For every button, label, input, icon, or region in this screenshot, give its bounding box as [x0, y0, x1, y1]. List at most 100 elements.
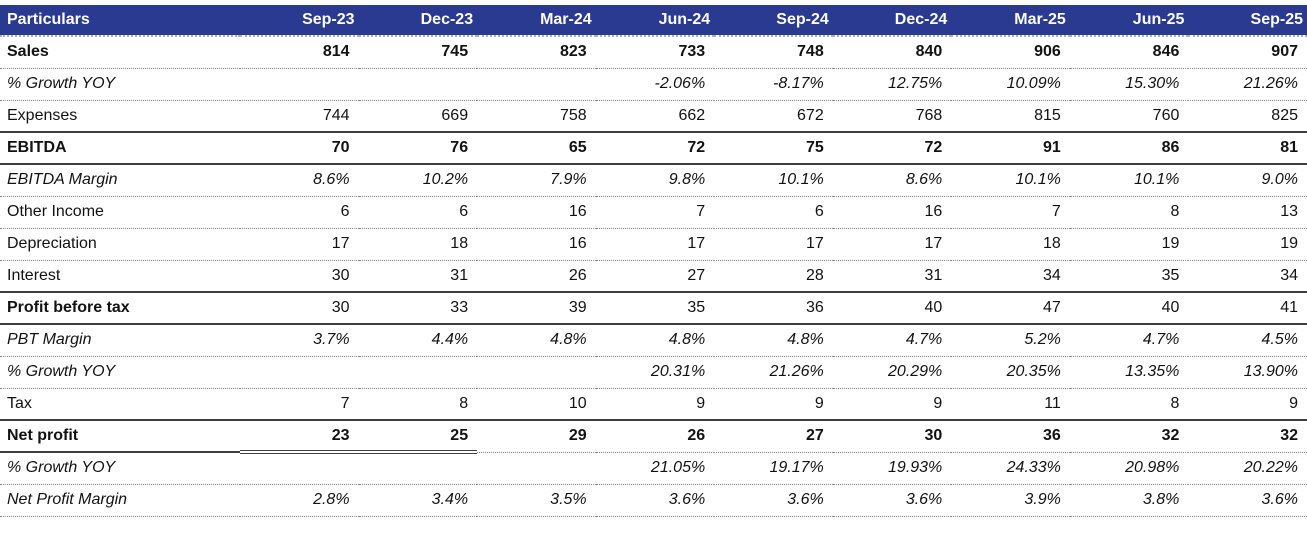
value-cell: 34 [1188, 260, 1307, 293]
value-cell: 35 [1069, 260, 1189, 293]
value-cell: 20.98% [1069, 452, 1189, 485]
value-cell: 91 [951, 132, 1070, 165]
value-cell: 39 [477, 292, 596, 325]
value-cell [358, 356, 478, 389]
value-cell: 10.09% [951, 68, 1070, 101]
value-cell: 825 [1188, 100, 1307, 133]
value-cell: 12.75% [832, 68, 952, 101]
value-cell: 17 [595, 228, 715, 261]
value-cell: 31 [358, 260, 478, 293]
value-cell: 30 [240, 260, 359, 293]
value-cell: 815 [951, 100, 1070, 133]
value-cell [477, 356, 596, 389]
row-label: Profit before tax [0, 292, 240, 325]
table-header: Particulars Sep-23 Dec-23 Mar-24 Jun-24 Sep-2… [0, 5, 1307, 37]
table-row-growth-yoy: % Growth YOY -2.06% -8.17% 12.75% 10.09% 15.3… [0, 68, 1307, 101]
value-cell: 13.35% [1069, 356, 1189, 389]
table-body: Sales 814 745 823 733 748 840 906 846 907% Growth… [0, 36, 1307, 517]
value-cell: 26 [477, 260, 596, 293]
value-cell: 47 [951, 292, 1070, 325]
value-cell: 19.93% [832, 452, 952, 485]
value-cell: 906 [951, 36, 1070, 69]
value-cell: -8.17% [714, 68, 833, 101]
value-cell: 760 [1069, 100, 1189, 133]
table-row-ebitda-margin: EBITDA Margin 8.6% 10.2% 7.9% 9.8% 10.1% 8.6% 1… [0, 164, 1307, 197]
value-cell: 662 [595, 100, 715, 133]
value-cell: 29 [477, 420, 596, 453]
table-row-growth-yoy: % Growth YOY 20.31% 21.26% 20.29% 20.35% 13.3… [0, 356, 1307, 389]
value-cell: 19.17% [714, 452, 833, 485]
value-cell: 17 [832, 228, 952, 261]
value-cell: 18 [358, 228, 478, 261]
value-cell [240, 68, 359, 101]
value-cell: 9.8% [595, 164, 715, 197]
value-cell: 4.7% [1069, 324, 1189, 357]
value-cell: 3.6% [1188, 484, 1307, 517]
column-header-jun-25: Jun-25 [1069, 5, 1189, 37]
row-label: PBT Margin [0, 324, 240, 357]
page: Particulars Sep-23 Dec-23 Mar-24 Jun-24 Sep-2… [0, 5, 1307, 517]
header-row: Particulars Sep-23 Dec-23 Mar-24 Jun-24 Sep-2… [0, 5, 1307, 37]
value-cell: 4.4% [358, 324, 478, 357]
row-label: Tax [0, 388, 240, 421]
column-header-particulars: Particulars [0, 5, 240, 37]
quarterly-financials-table: Particulars Sep-23 Dec-23 Mar-24 Jun-24 Sep-2… [0, 5, 1307, 517]
table-row-tax: Tax 7 8 10 9 9 9 11 8 9 [0, 388, 1307, 421]
row-label: Net Profit Margin [0, 484, 240, 517]
value-cell: 10.1% [1069, 164, 1189, 197]
value-cell: 20.31% [595, 356, 715, 389]
row-label: Other Income [0, 196, 240, 229]
value-cell: 840 [832, 36, 952, 69]
value-cell: 18 [951, 228, 1070, 261]
value-cell: 4.8% [595, 324, 715, 357]
column-header-mar-25: Mar-25 [951, 5, 1070, 37]
value-cell: 24.33% [951, 452, 1070, 485]
value-cell [358, 452, 478, 485]
row-label: % Growth YOY [0, 356, 240, 389]
value-cell: 20.35% [951, 356, 1070, 389]
value-cell: 7 [951, 196, 1070, 229]
table-row-net-profit-margin: Net Profit Margin 2.8% 3.4% 3.5% 3.6% 3.6% 3.6… [0, 484, 1307, 517]
value-cell: 32 [1188, 420, 1307, 453]
column-header-jun-24: Jun-24 [595, 5, 715, 37]
column-header-dec-23: Dec-23 [358, 5, 478, 37]
value-cell: 86 [1069, 132, 1189, 165]
value-cell: 75 [714, 132, 833, 165]
row-label: % Growth YOY [0, 452, 240, 485]
value-cell: 33 [358, 292, 478, 325]
value-cell: 19 [1069, 228, 1189, 261]
value-cell: 17 [240, 228, 359, 261]
value-cell: 6 [358, 196, 478, 229]
value-cell: 21.26% [1188, 68, 1307, 101]
value-cell: 9 [595, 388, 715, 421]
value-cell: 823 [477, 36, 596, 69]
table-row-other-income: Other Income 6 6 16 7 6 16 7 8 13 [0, 196, 1307, 229]
value-cell: 9 [714, 388, 833, 421]
value-cell: 7 [595, 196, 715, 229]
value-cell: 744 [240, 100, 359, 133]
value-cell: 40 [832, 292, 952, 325]
value-cell: 2.8% [240, 484, 359, 517]
value-cell: 21.05% [595, 452, 715, 485]
value-cell: 34 [951, 260, 1070, 293]
value-cell [477, 68, 596, 101]
value-cell: 3.4% [358, 484, 478, 517]
value-cell: 4.8% [714, 324, 833, 357]
value-cell: 10.2% [358, 164, 478, 197]
value-cell: 40 [1069, 292, 1189, 325]
value-cell: 8 [1069, 388, 1189, 421]
value-cell: 25 [358, 420, 478, 454]
value-cell: 36 [714, 292, 833, 325]
value-cell: 7.9% [477, 164, 596, 197]
value-cell: 5.2% [951, 324, 1070, 357]
value-cell: 17 [714, 228, 833, 261]
value-cell: 13 [1188, 196, 1307, 229]
value-cell: 65 [477, 132, 596, 165]
value-cell: 35 [595, 292, 715, 325]
value-cell: 9 [1188, 388, 1307, 421]
row-label: Interest [0, 260, 240, 293]
row-label: EBITDA Margin [0, 164, 240, 197]
value-cell: 768 [832, 100, 952, 133]
value-cell: 15.30% [1069, 68, 1189, 101]
value-cell [477, 452, 596, 485]
